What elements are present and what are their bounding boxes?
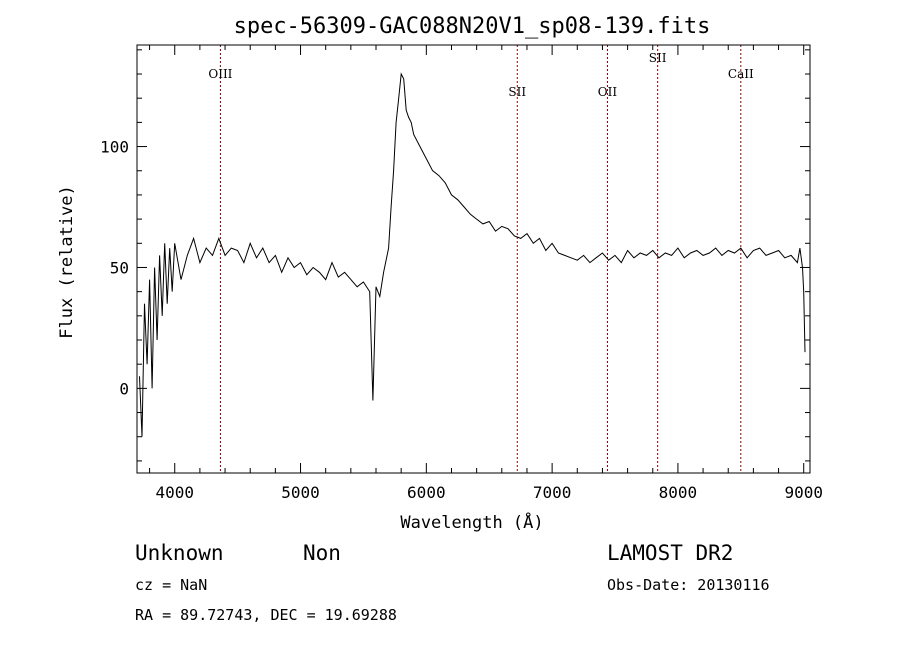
object-class: Unknown [135, 541, 224, 565]
y-axis-label: Flux (relative) [57, 185, 77, 339]
y-axis-ticks: 0 50 100 [100, 49, 810, 462]
spectral-line-label: OII [598, 85, 618, 99]
x-tick-label: 6000 [407, 483, 446, 502]
coordinates: RA = 89.72743, DEC = 19.69288 [135, 606, 397, 624]
obs-date: Obs-Date: 20130116 [607, 576, 770, 594]
spectral-line-label: OIII [208, 67, 232, 81]
x-axis-ticks: 4000 5000 6000 7000 8000 9000 [149, 45, 823, 502]
spectral-line-markers: OIII SII OII SII CaII [208, 45, 754, 473]
object-subclass: Non [303, 541, 341, 565]
x-tick-label: 5000 [281, 483, 320, 502]
survey-name: LAMOST DR2 [607, 541, 733, 565]
chart-title: spec-56309-GAC088N20V1_sp08-139.fits [234, 14, 711, 39]
y-tick-label: 0 [119, 379, 129, 398]
redshift-cz: cz = NaN [135, 576, 207, 594]
spectral-line-label: SII [508, 85, 526, 99]
x-tick-label: 4000 [155, 483, 194, 502]
x-tick-label: 8000 [659, 483, 698, 502]
x-tick-label: 7000 [533, 483, 572, 502]
plot-frame [136, 44, 811, 474]
y-tick-label: 100 [100, 138, 129, 157]
spectral-line-label: SII [649, 51, 667, 65]
x-axis-label: Wavelength (Å) [400, 511, 543, 533]
spectrum-series-line [139, 72, 806, 437]
x-tick-label: 9000 [784, 483, 823, 502]
spectral-line-label: CaII [728, 67, 754, 81]
y-tick-label: 50 [110, 258, 129, 277]
